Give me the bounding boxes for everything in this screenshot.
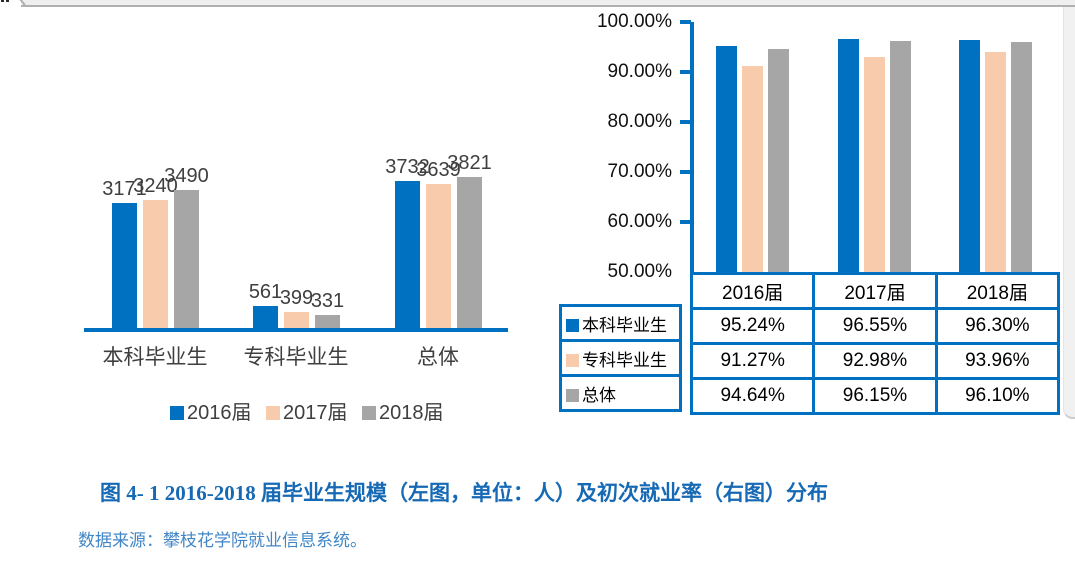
y-axis-tick-label: 70.00%: [607, 161, 672, 182]
category-label: 总体: [417, 346, 459, 369]
bar: [838, 39, 859, 272]
table-header-cell: 2016届: [689, 272, 816, 310]
legend-cell: 总体: [559, 374, 682, 412]
y-axis-tick-label: 100.00%: [596, 11, 672, 32]
legend-label: 2017届: [283, 402, 348, 424]
y-axis-tick-label: 80.00%: [607, 111, 672, 132]
category-label: 专科毕业生: [243, 346, 349, 369]
x-axis-line: [84, 328, 508, 332]
legend-label: 2018届: [379, 402, 444, 424]
table-header-cell: 2017届: [812, 272, 938, 310]
y-axis-line: [690, 22, 694, 275]
data-label: 561: [248, 281, 283, 303]
y-axis-tick: [680, 70, 691, 74]
y-axis-tick: [680, 120, 691, 124]
legend-swatch-icon: [266, 406, 280, 420]
y-axis-tick-label: 90.00%: [607, 61, 672, 82]
bar: [315, 315, 340, 328]
data-label: 331: [310, 290, 345, 312]
bar: [768, 49, 789, 272]
bar: [716, 46, 737, 272]
data-label: 3821: [447, 152, 492, 174]
bar: [985, 52, 1006, 272]
y-axis-tick: [680, 20, 691, 24]
y-axis-tick-label: 60.00%: [607, 211, 672, 232]
bar: [143, 200, 168, 328]
bar: [457, 177, 482, 328]
table-cell: 91.27%: [689, 342, 816, 380]
data-label: 399: [279, 287, 314, 309]
legend-swatch-icon: [566, 388, 579, 402]
bar: [395, 181, 420, 328]
bar: [426, 184, 451, 328]
table-cell: 96.15%: [812, 377, 938, 415]
category-label: 本科毕业生: [102, 346, 208, 369]
legend-item: 2016届: [170, 396, 252, 424]
bar: [959, 40, 980, 272]
bar: [284, 312, 309, 328]
bar: [742, 66, 763, 272]
legend-swatch-icon: [170, 406, 184, 420]
legend-label: 2016届: [187, 402, 252, 424]
data-label: 3171: [102, 178, 147, 200]
table-cell: 96.10%: [934, 377, 1061, 415]
legend-label: 本科毕业生: [582, 315, 667, 335]
data-label: 3240: [133, 175, 178, 197]
y-axis-tick-label: 50.00%: [607, 261, 672, 282]
bar: [174, 190, 199, 328]
legend-item: 2017届: [266, 396, 348, 424]
table-cell: 96.30%: [934, 307, 1061, 345]
page-right-edge: [1063, 7, 1075, 419]
legend-swatch-icon: [362, 406, 376, 420]
figure-caption: 图 4- 1 2016-2018 届毕业生规模（左图，单位：人）及初次就业率（右…: [100, 481, 828, 505]
legend-swatch-icon: [566, 353, 579, 367]
table-header-cell: 2018届: [934, 272, 1061, 310]
legend-label: 总体: [582, 385, 616, 405]
page-top-edge: [21, 0, 1075, 5]
y-axis-tick: [680, 170, 691, 174]
bar: [890, 41, 911, 272]
legend-label: 专科毕业生: [582, 350, 667, 370]
series-legend-table: 本科毕业生专科毕业生总体: [559, 304, 682, 412]
table-cell: 95.24%: [689, 307, 816, 345]
page-top-border: [21, 5, 1075, 7]
table-cell: 93.96%: [934, 342, 1061, 380]
bar: [1011, 42, 1032, 272]
legend-cell: 本科毕业生: [559, 304, 682, 342]
legend-cell: 专科毕业生: [559, 339, 682, 377]
bar: [253, 306, 278, 328]
data-label: 3490: [164, 165, 209, 187]
cropped-text-artifact: [1, 0, 4, 2]
legend-swatch-icon: [566, 318, 579, 332]
legend-item: 2018届: [362, 396, 444, 424]
bar: [864, 57, 885, 272]
table-cell: 94.64%: [689, 377, 816, 415]
cropped-text-artifact: [6, 0, 9, 2]
data-label: 3732: [385, 156, 430, 178]
data-label: 3639: [416, 159, 461, 181]
table-cell: 92.98%: [812, 342, 938, 380]
bar: [112, 203, 137, 328]
table-cell: 96.55%: [812, 307, 938, 345]
y-axis-tick: [680, 220, 691, 224]
employment-rate-table: 2016届 2017届 2018届 95.24% 96.55% 96.30% 91.27% 9…: [689, 272, 1061, 415]
data-source-note: 数据来源：攀枝花学院就业信息系统。: [78, 531, 367, 550]
